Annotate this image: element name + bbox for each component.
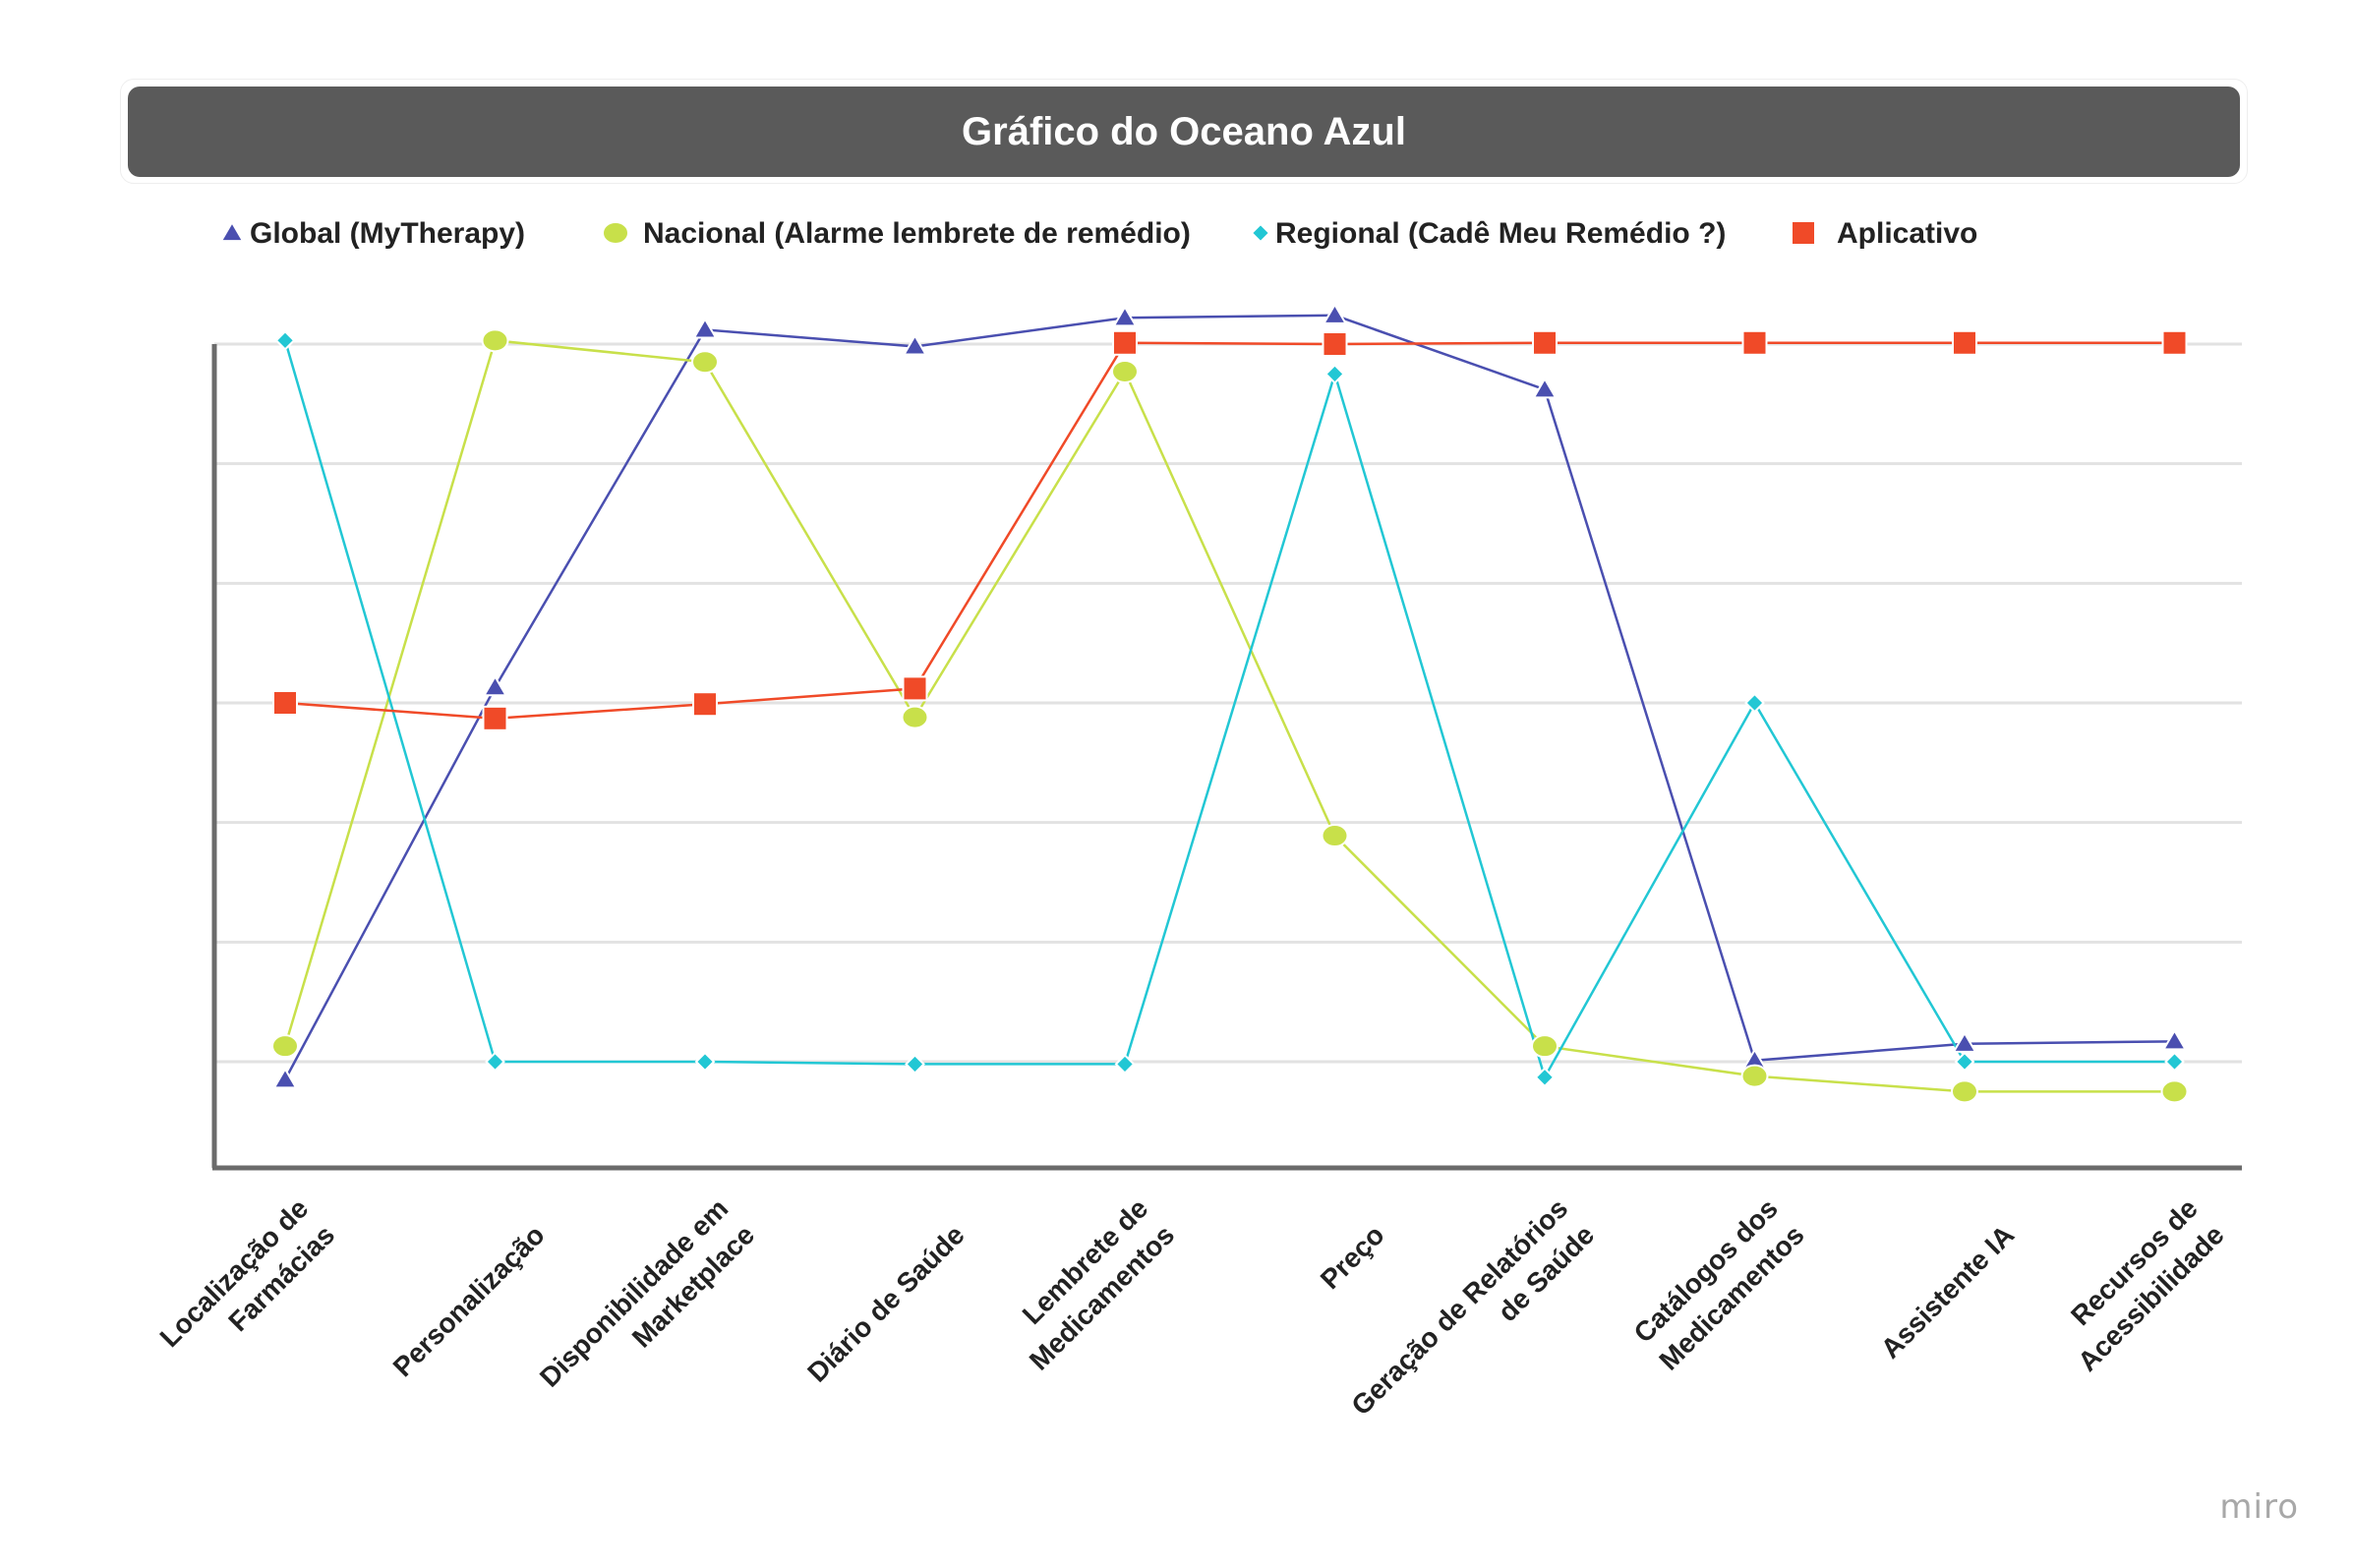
data-point-global-mytherapy-6 (1322, 303, 1348, 324)
series-line-global-mytherapy (283, 314, 2175, 1080)
x-tick-label-lembrete-de-medicamentos: Lembrete deMedicamentos (997, 1192, 1180, 1375)
data-point-global-mytherapy-2 (482, 674, 508, 697)
data-point-aplicativo-10 (2161, 329, 2188, 356)
data-point-nacional-alarme-lembrete-de-remedio-4 (901, 705, 929, 729)
data-point-nacional-alarme-lembrete-de-remedio-5 (1111, 359, 1139, 383)
data-point-regional-cade-meu-remedio-2 (485, 1051, 505, 1073)
series-lines (283, 314, 2175, 1093)
data-point-nacional-alarme-lembrete-de-remedio-1 (271, 1034, 299, 1059)
data-point-regional-cade-meu-remedio-4 (905, 1054, 925, 1074)
series-line-regional-cade-meu-remedio (283, 340, 2175, 1081)
x-tick-label-diario-de-saude: Diário de Saúde (801, 1219, 971, 1388)
legend-marker-global-mytherapy (219, 220, 245, 243)
x-tick-label-line: Preço (1315, 1219, 1390, 1295)
legend-marker-regional-cade-meu-remedio (1250, 222, 1271, 244)
title-bar: Gráfico do Oceano Azul (128, 87, 2240, 177)
miro-watermark: miro (2219, 1487, 2299, 1527)
data-point-nacional-alarme-lembrete-de-remedio-7 (1531, 1034, 1559, 1059)
data-point-global-mytherapy-1 (272, 1067, 298, 1089)
data-point-aplicativo-4 (902, 675, 928, 702)
data-point-global-mytherapy-5 (1112, 305, 1138, 327)
x-tick-label-geracao-de-relatorios-de-saude: Geração de Relatóriosde Saúde (1345, 1192, 1600, 1447)
data-point-aplicativo-6 (1322, 331, 1348, 357)
data-point-aplicativo-9 (1952, 329, 1977, 356)
data-point-regional-cade-meu-remedio-7 (1534, 1067, 1556, 1088)
x-tick-labels: Localização deFarmácias PersonalizaçãoDis… (154, 1192, 2230, 1447)
legend-label-nacional-alarme-lembrete-de-remedio: Nacional (Alarme lembrete de remédio) (643, 217, 1191, 250)
data-point-nacional-alarme-lembrete-de-remedio-8 (1740, 1064, 1769, 1088)
x-tick-label-localizacao-de-farmacias: Localização deFarmácias (154, 1192, 341, 1379)
series-line-aplicativo (284, 341, 2175, 721)
chart-title: Gráfico do Oceano Azul (962, 109, 1406, 153)
data-point-nacional-alarme-lembrete-de-remedio-2 (481, 328, 509, 353)
x-tick-label-line: Geração de Relatórios (1345, 1192, 1573, 1421)
data-point-aplicativo-8 (1741, 329, 1768, 356)
x-tick-label-recursos-de-acessibilidade: Recursos deAcessibilidade (2045, 1192, 2229, 1376)
legend-marker-nacional-alarme-lembrete-de-remedio (602, 221, 629, 245)
legend-label-regional-cade-meu-remedio: Regional (Cadê Meu Remédio ?) (1275, 217, 1726, 250)
legend-label-aplicativo: Aplicativo (1837, 217, 1977, 250)
x-tick-label-line: Personalização (387, 1219, 551, 1382)
x-tick-label-line: Diário de Saúde (801, 1219, 971, 1388)
x-tick-label-catalogos-dos-medicamentos: Catálogos dosMedicamentos (1626, 1192, 1809, 1375)
series-line-nacional-alarme-lembrete-de-remedio (283, 339, 2175, 1093)
data-point-regional-cade-meu-remedio-1 (274, 329, 296, 351)
data-point-global-mytherapy-4 (902, 333, 928, 356)
series-markers (271, 303, 2189, 1104)
x-tick-label-line: Assistente IA (1875, 1219, 2020, 1364)
data-point-global-mytherapy-9 (1952, 1030, 1977, 1053)
legend: Global (MyTherapy) Nacional (Alarme lembr… (219, 217, 1977, 250)
legend-marker-aplicativo (1791, 220, 1816, 246)
data-point-regional-cade-meu-remedio-9 (1954, 1051, 1975, 1073)
data-point-global-mytherapy-3 (692, 317, 718, 339)
data-point-aplicativo-1 (272, 690, 298, 716)
data-point-aplicativo-2 (482, 705, 508, 731)
grid-lines (214, 342, 2242, 1064)
data-point-regional-cade-meu-remedio-3 (694, 1051, 716, 1073)
data-point-global-mytherapy-7 (1532, 377, 1558, 399)
legend-label-global-mytherapy: Global (MyTherapy) (250, 217, 525, 250)
data-point-nacional-alarme-lembrete-de-remedio-6 (1321, 824, 1349, 848)
data-point-regional-cade-meu-remedio-6 (1324, 364, 1345, 384)
data-point-regional-cade-meu-remedio-5 (1114, 1054, 1136, 1074)
data-point-nacional-alarme-lembrete-de-remedio-10 (2160, 1079, 2189, 1104)
axes (211, 344, 2242, 1171)
data-point-aplicativo-3 (692, 691, 718, 718)
x-tick-label-disponibilidade-em-marketplace: Disponibilidade emMarketplace (534, 1192, 760, 1419)
data-point-aplicativo-5 (1112, 329, 1138, 356)
data-point-regional-cade-meu-remedio-10 (2164, 1051, 2185, 1073)
data-point-nacional-alarme-lembrete-de-remedio-3 (691, 350, 719, 375)
x-tick-label-personalizacao: Personalização (387, 1219, 551, 1382)
data-point-global-mytherapy-10 (2161, 1028, 2188, 1051)
data-point-aplicativo-7 (1532, 329, 1558, 356)
data-point-regional-cade-meu-remedio-8 (1744, 692, 1765, 714)
data-point-nacional-alarme-lembrete-de-remedio-9 (1951, 1079, 1978, 1104)
x-tick-label-assistente-ia: Assistente IA (1875, 1219, 2020, 1364)
x-tick-label-preco: Preço (1315, 1219, 1390, 1295)
